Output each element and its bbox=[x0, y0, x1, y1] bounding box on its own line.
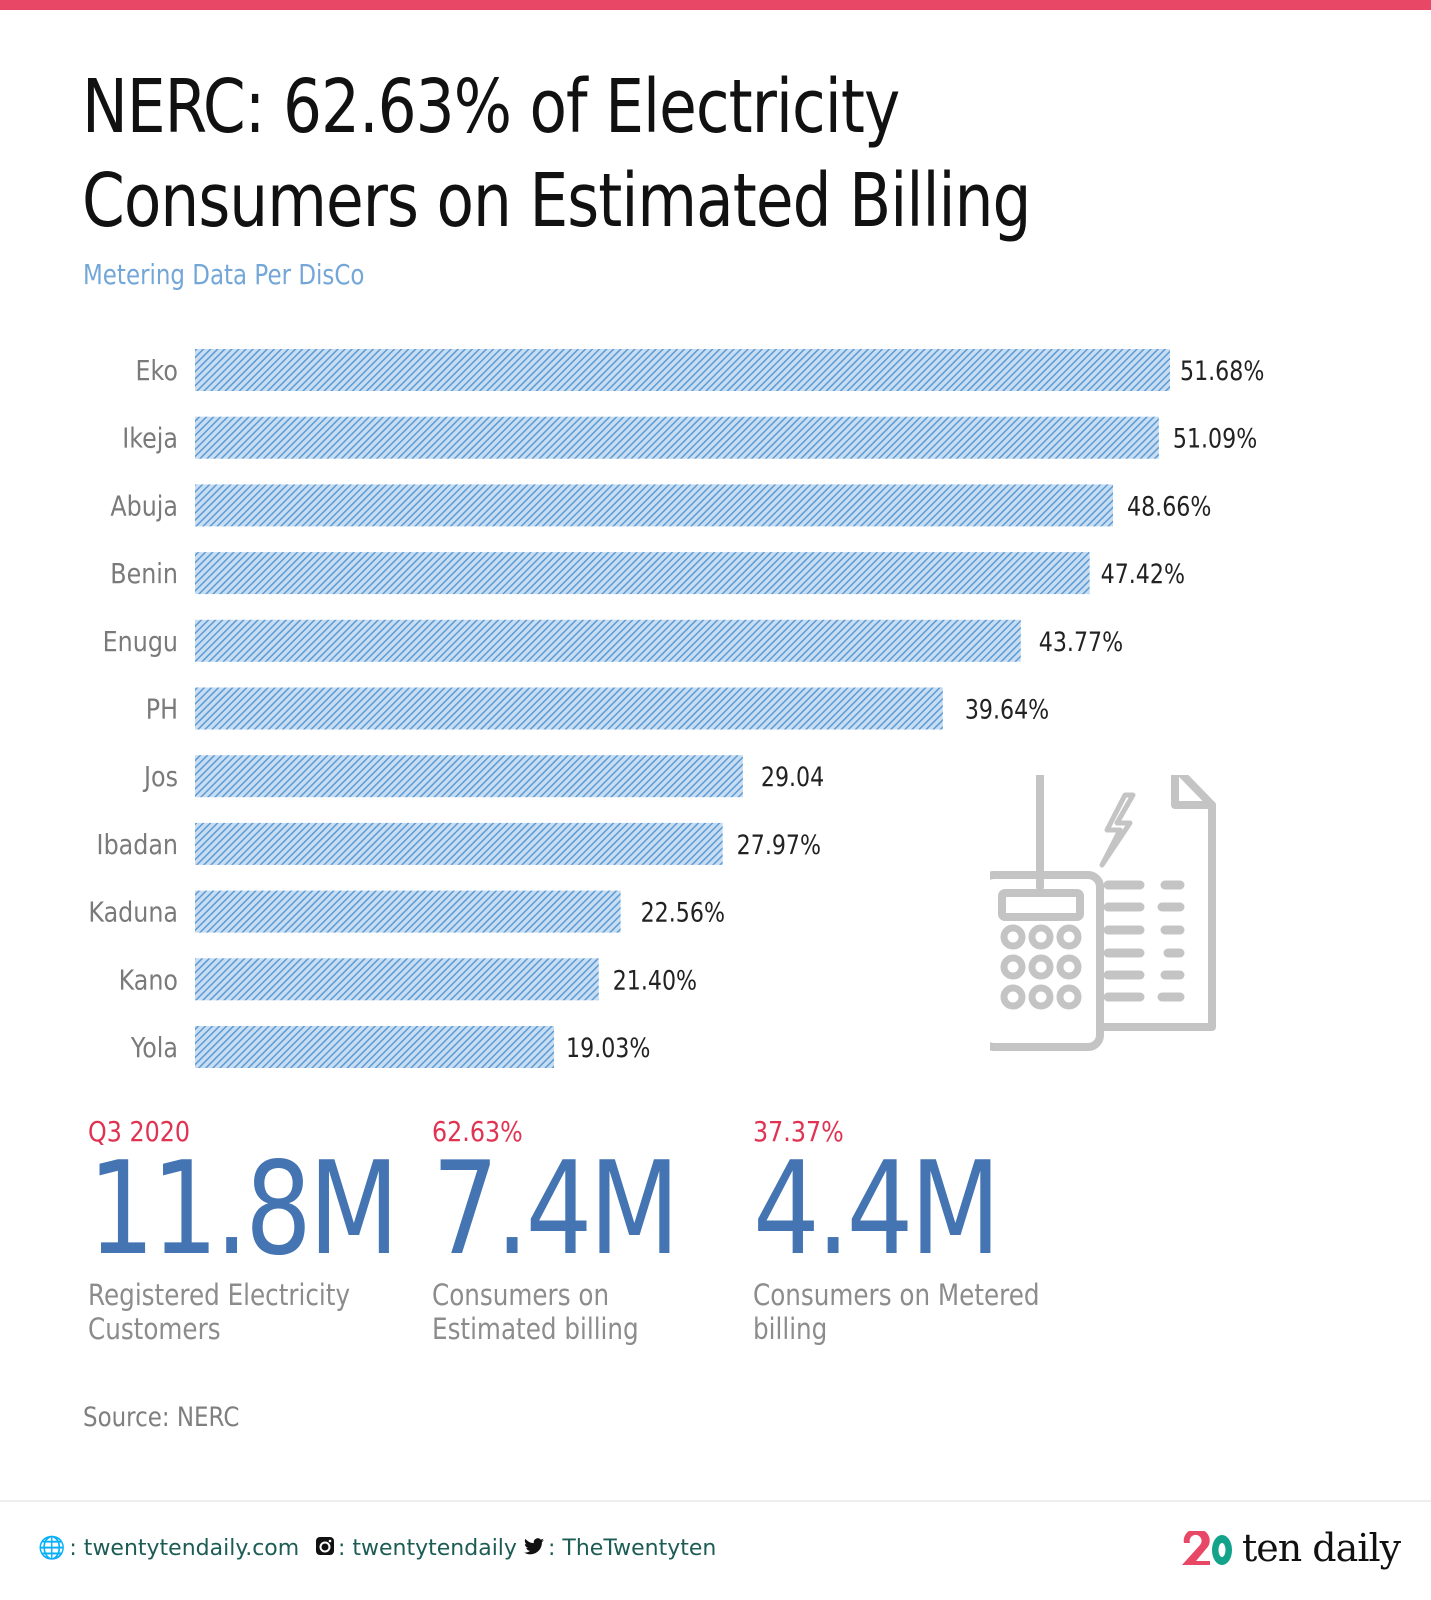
bar-ibadan bbox=[195, 822, 723, 865]
bill-calculator-icon bbox=[990, 775, 1216, 1051]
bar-benin bbox=[195, 552, 1090, 595]
stat-registered-customers: Q3 2020 11.8M Registered Electricity Cus… bbox=[88, 1115, 408, 1346]
value-label: 43.77% bbox=[1039, 626, 1123, 658]
category-label: Kano bbox=[119, 965, 178, 997]
bar-jos bbox=[195, 755, 743, 798]
instagram-icon bbox=[316, 1536, 334, 1561]
stat-estimated-billing: 62.63% 7.4M Consumers on Estimated billi… bbox=[432, 1115, 752, 1346]
stat-description-line-1: Registered Electricity bbox=[88, 1278, 351, 1312]
page-title: NERC: 62.63% of Electricity Consumers on… bbox=[82, 60, 1031, 248]
stat-description-line-1: Consumers on Metered bbox=[753, 1278, 1040, 1312]
value-label: 47.42% bbox=[1101, 558, 1185, 590]
category-label: Benin bbox=[110, 558, 178, 590]
value-label: 22.56% bbox=[641, 896, 725, 928]
stat-value: 4.4M bbox=[753, 1135, 1001, 1284]
instagram-handle[interactable]: : twentytendaily bbox=[338, 1536, 517, 1561]
footer-divider bbox=[0, 1500, 1431, 1502]
value-label: 39.64% bbox=[965, 693, 1049, 725]
stat-metered-billing: 37.37% 4.4M Consumers on Metered billing bbox=[753, 1115, 1073, 1346]
top-accent-bar bbox=[0, 0, 1431, 10]
stat-kicker: 37.37% bbox=[753, 1115, 844, 1148]
stat-kicker: 62.63% bbox=[432, 1115, 523, 1148]
stat-kicker: Q3 2020 bbox=[88, 1115, 191, 1148]
bar-yola bbox=[195, 1026, 555, 1068]
bar-enugu bbox=[195, 619, 1021, 662]
logo-text: ten daily bbox=[1242, 1526, 1401, 1570]
brand-logo: ten daily bbox=[1180, 1526, 1401, 1570]
logo-mark-icon bbox=[1182, 1531, 1232, 1565]
category-label: Ikeja bbox=[122, 423, 178, 455]
title-line-1: NERC: 62.63% of Electricity bbox=[82, 64, 900, 150]
title-line-2: Consumers on Estimated Billing bbox=[82, 158, 1031, 244]
stat-description-line-2: billing bbox=[753, 1312, 828, 1346]
footer-twitter[interactable]: : TheTwentyten bbox=[524, 1536, 716, 1561]
category-label: Abuja bbox=[110, 491, 178, 523]
category-label: Enugu bbox=[103, 626, 178, 658]
footer-instagram[interactable]: : twentytendaily bbox=[316, 1536, 517, 1561]
globe-icon: 🌐 bbox=[38, 1536, 66, 1561]
category-label: Yola bbox=[130, 1032, 178, 1064]
value-label: 48.66% bbox=[1127, 490, 1211, 522]
value-label: 29.04 bbox=[761, 761, 824, 793]
bar-ikeja bbox=[195, 416, 1159, 459]
source-note: Source: NERC bbox=[83, 1402, 240, 1433]
value-label: 27.97% bbox=[737, 829, 821, 861]
category-label: Ibadan bbox=[97, 829, 178, 861]
bar-eko bbox=[195, 349, 1170, 391]
value-label: 19.03% bbox=[566, 1032, 650, 1064]
bar-chart: Eko 51.68% Ikeja 51.09% Abuja 48.66% Benin 47.4… bbox=[88, 349, 1264, 1068]
stat-value: 7.4M bbox=[432, 1135, 680, 1284]
chart-subtitle: Metering Data Per DisCo bbox=[83, 258, 365, 291]
bars-group: Eko 51.68% Ikeja 51.09% Abuja 48.66% Benin 47.4… bbox=[88, 349, 1264, 1068]
value-label: 51.68% bbox=[1180, 355, 1264, 387]
category-label: Eko bbox=[135, 355, 178, 387]
bar-kano bbox=[195, 958, 599, 1001]
stat-description-line-1: Consumers on bbox=[432, 1278, 610, 1312]
stat-description-line-2: Customers bbox=[88, 1312, 221, 1346]
website-link[interactable]: : twentytendaily.com bbox=[69, 1536, 300, 1561]
category-label: PH bbox=[146, 694, 178, 726]
footer-website[interactable]: 🌐 : twentytendaily.com bbox=[38, 1536, 299, 1561]
bar-abuja bbox=[195, 484, 1114, 527]
stat-value: 11.8M bbox=[88, 1135, 399, 1284]
bar-kaduna bbox=[195, 890, 621, 933]
value-label: 21.40% bbox=[613, 964, 697, 996]
twitter-icon bbox=[524, 1536, 544, 1561]
value-label: 51.09% bbox=[1173, 423, 1257, 455]
twitter-handle[interactable]: : TheTwentyten bbox=[548, 1536, 717, 1561]
category-label: Kaduna bbox=[88, 897, 178, 929]
category-label: Jos bbox=[142, 761, 178, 793]
bar-ph bbox=[195, 687, 943, 730]
stat-description-line-2: Estimated billing bbox=[432, 1312, 639, 1346]
